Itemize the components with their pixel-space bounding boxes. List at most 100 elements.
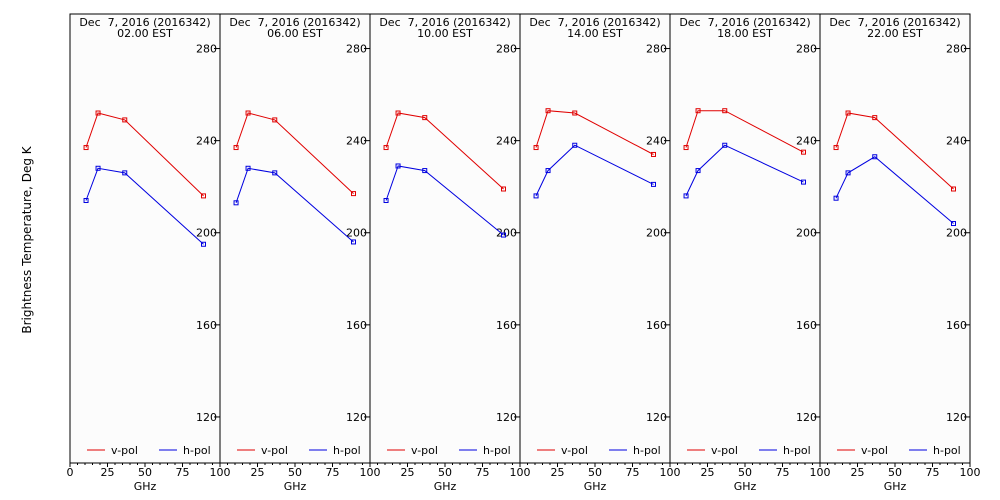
x-axis-label: GHz [884, 480, 907, 493]
data-point-v-pol [201, 193, 206, 199]
x-axis-label: GHz [284, 480, 307, 493]
chart-panel-1: Dec 7, 2016 (2016342)02.00 EST 120 160 200 2… [67, 13, 231, 493]
data-point-h-pol [83, 198, 89, 204]
x-tick-label: 100 [210, 466, 231, 479]
y-tick-label: 200 [946, 227, 967, 240]
y-tick-label: 240 [196, 135, 217, 148]
series-line-h-pol [685, 144, 804, 197]
data-point-v-pol [695, 108, 701, 114]
chart-panel-4: Dec 7, 2016 (2016342)14.00 EST 120 160 200 2… [519, 13, 681, 493]
y-tick-label: 200 [346, 227, 367, 240]
series-line-h-pol [835, 156, 954, 224]
data-point-v-pol [245, 110, 251, 116]
plot-frame [69, 13, 221, 464]
data-point-v-pol [801, 149, 806, 155]
data-point-h-pol [383, 198, 389, 204]
y-tick-label: 200 [646, 227, 667, 240]
legend-label-v-pol: v-pol [111, 444, 138, 457]
data-point-h-pol [533, 193, 539, 199]
x-tick-label: 50 [588, 466, 602, 479]
y-tick-label: 160 [496, 319, 517, 332]
data-point-h-pol [722, 142, 728, 148]
series-line-h-pol [235, 167, 354, 243]
data-point-h-pol [833, 195, 839, 201]
x-tick-label: 75 [176, 466, 190, 479]
y-tick-label: 240 [346, 135, 367, 148]
data-point-h-pol [501, 232, 506, 238]
panel-subtitle: 14.00 EST [567, 27, 623, 40]
legend-label-h-pol: h-pol [783, 444, 811, 457]
data-point-v-pol [422, 115, 428, 121]
x-tick-label: 25 [101, 466, 115, 479]
data-point-v-pol [572, 110, 578, 116]
y-tick-label: 240 [946, 135, 967, 148]
data-point-v-pol [833, 145, 839, 151]
x-tick-label: 25 [251, 466, 265, 479]
x-tick-label: 50 [438, 466, 452, 479]
y-tick-label: 280 [946, 43, 967, 56]
panel-title: Dec 7, 2016 (2016342) [79, 16, 210, 29]
data-point-h-pol [95, 165, 101, 171]
x-tick-label: 0 [67, 466, 74, 479]
data-point-h-pol [951, 221, 956, 227]
data-point-h-pol [801, 179, 806, 185]
data-point-h-pol [651, 181, 656, 187]
panel-title: Dec 7, 2016 (2016342) [229, 16, 360, 29]
y-tick-label: 280 [646, 43, 667, 56]
data-point-h-pol [245, 165, 251, 171]
x-tick-label: 25 [401, 466, 415, 479]
series-line-v-pol [835, 112, 954, 190]
series-line-h-pol [535, 144, 654, 197]
data-point-v-pol [351, 191, 356, 197]
x-tick-label: 100 [510, 466, 531, 479]
data-point-v-pol [533, 145, 539, 151]
data-point-v-pol [272, 117, 278, 123]
data-point-h-pol [872, 154, 878, 160]
series-line-v-pol [685, 110, 804, 153]
panel-title: Dec 7, 2016 (2016342) [679, 16, 810, 29]
y-tick-label: 280 [346, 43, 367, 56]
y-tick-label: 240 [796, 135, 817, 148]
data-point-h-pol [272, 170, 278, 176]
y-tick-label: 160 [196, 319, 217, 332]
data-point-v-pol [651, 151, 656, 157]
data-point-h-pol [201, 241, 206, 247]
series-line-v-pol [85, 112, 204, 197]
data-point-v-pol [83, 145, 89, 151]
x-tick-label: 100 [360, 466, 381, 479]
y-tick-label: 240 [496, 135, 517, 148]
data-point-h-pol [122, 170, 128, 176]
x-tick-label: 75 [626, 466, 640, 479]
data-point-v-pol [233, 145, 239, 151]
x-tick-label: 75 [776, 466, 790, 479]
legend-label-v-pol: v-pol [261, 444, 288, 457]
y-tick-label: 160 [646, 319, 667, 332]
x-tick-label: 75 [326, 466, 340, 479]
legend-label-h-pol: h-pol [633, 444, 661, 457]
y-tick-label: 160 [796, 319, 817, 332]
x-tick-label: 25 [551, 466, 565, 479]
legend-label-v-pol: v-pol [411, 444, 438, 457]
series-line-v-pol [385, 112, 504, 190]
panel-title: Dec 7, 2016 (2016342) [379, 16, 510, 29]
chart-panel-5: Dec 7, 2016 (2016342)18.00 EST 120 160 200 2… [669, 13, 831, 493]
y-tick-label: 280 [796, 43, 817, 56]
panels-group: Dec 7, 2016 (2016342)02.00 EST1201602002… [67, 13, 981, 493]
y-tick-label: 120 [946, 411, 967, 424]
data-point-v-pol [395, 110, 401, 116]
series-line-v-pol [535, 110, 654, 155]
plot-frame [669, 13, 821, 464]
data-point-h-pol [845, 170, 851, 176]
panel-subtitle: 10.00 EST [417, 27, 473, 40]
y-tick-label: 200 [496, 227, 517, 240]
legend-label-v-pol: v-pol [561, 444, 588, 457]
legend-label-h-pol: h-pol [333, 444, 361, 457]
x-tick-label: 75 [926, 466, 940, 479]
data-point-h-pol [233, 200, 239, 206]
data-point-h-pol [683, 193, 689, 199]
data-point-h-pol [351, 239, 356, 245]
plot-frame [219, 13, 371, 464]
panel-subtitle: 06.00 EST [267, 27, 323, 40]
data-point-v-pol [122, 117, 128, 123]
plot-frame [369, 13, 521, 464]
